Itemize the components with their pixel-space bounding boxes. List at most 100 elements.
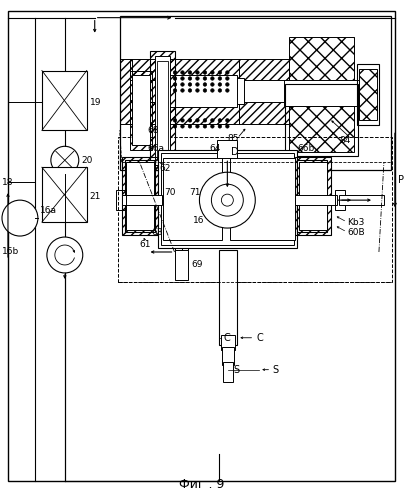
- Circle shape: [196, 124, 199, 128]
- Bar: [162, 158, 222, 240]
- Circle shape: [225, 124, 229, 128]
- Text: 60B: 60B: [347, 228, 365, 236]
- Circle shape: [210, 88, 214, 92]
- Circle shape: [218, 118, 222, 122]
- Bar: [217, 140, 237, 158]
- Bar: [122, 158, 158, 235]
- Circle shape: [200, 172, 255, 228]
- Circle shape: [196, 118, 199, 122]
- Circle shape: [188, 118, 192, 122]
- Bar: [155, 56, 170, 165]
- Bar: [285, 84, 358, 156]
- Bar: [149, 50, 175, 170]
- Circle shape: [188, 82, 192, 86]
- Bar: [158, 150, 297, 248]
- Bar: [130, 70, 152, 150]
- Circle shape: [173, 70, 177, 74]
- Text: Фиг . 9: Фиг . 9: [179, 478, 224, 492]
- Bar: [116, 190, 126, 210]
- Text: 66a: 66a: [147, 144, 164, 153]
- Circle shape: [173, 76, 177, 80]
- Bar: [42, 167, 87, 222]
- Circle shape: [203, 82, 207, 86]
- Text: 63: 63: [152, 228, 163, 236]
- Text: 16a: 16a: [40, 206, 57, 214]
- Circle shape: [188, 88, 192, 92]
- Circle shape: [188, 70, 192, 74]
- Circle shape: [218, 82, 222, 86]
- Bar: [239, 102, 289, 124]
- Text: 16: 16: [194, 216, 205, 224]
- Text: C: C: [256, 333, 263, 343]
- Circle shape: [203, 118, 207, 122]
- Bar: [155, 78, 244, 104]
- Bar: [175, 170, 183, 250]
- Bar: [130, 80, 138, 100]
- Bar: [175, 250, 189, 280]
- Bar: [295, 195, 337, 205]
- Bar: [160, 154, 294, 245]
- Circle shape: [166, 124, 169, 128]
- Circle shape: [218, 124, 222, 128]
- Bar: [297, 160, 327, 232]
- Circle shape: [203, 76, 207, 80]
- Bar: [118, 138, 392, 282]
- Circle shape: [210, 70, 214, 74]
- Text: 19: 19: [90, 98, 101, 107]
- Text: 85: 85: [227, 134, 239, 143]
- Bar: [299, 162, 327, 230]
- Bar: [126, 162, 154, 230]
- Bar: [284, 80, 359, 106]
- Text: Kb3: Kb3: [347, 218, 364, 226]
- Text: 20: 20: [82, 156, 93, 165]
- Circle shape: [173, 88, 177, 92]
- Circle shape: [211, 184, 243, 216]
- Bar: [125, 160, 155, 232]
- Circle shape: [181, 76, 184, 80]
- Circle shape: [221, 194, 234, 206]
- Circle shape: [166, 70, 169, 74]
- Text: 71: 71: [189, 188, 201, 196]
- Circle shape: [181, 88, 184, 92]
- Text: 68: 68: [147, 126, 159, 135]
- Text: 69: 69: [191, 260, 203, 270]
- Circle shape: [188, 76, 192, 80]
- Bar: [339, 195, 384, 205]
- Circle shape: [196, 82, 199, 86]
- Circle shape: [203, 70, 207, 74]
- Bar: [42, 70, 87, 130]
- Circle shape: [51, 146, 79, 174]
- Circle shape: [225, 82, 229, 86]
- Circle shape: [181, 70, 184, 74]
- Circle shape: [225, 88, 229, 92]
- Bar: [132, 76, 149, 146]
- Circle shape: [181, 82, 184, 86]
- Bar: [157, 60, 168, 160]
- Circle shape: [210, 118, 214, 122]
- Circle shape: [225, 70, 229, 74]
- Circle shape: [203, 124, 207, 128]
- Bar: [289, 36, 354, 82]
- Text: 70: 70: [164, 188, 176, 196]
- Text: D: D: [231, 148, 239, 158]
- Bar: [295, 158, 331, 235]
- Circle shape: [166, 88, 169, 92]
- Text: C: C: [223, 333, 230, 343]
- Bar: [239, 58, 289, 80]
- Text: 18: 18: [2, 178, 13, 186]
- Bar: [120, 16, 391, 170]
- Bar: [130, 80, 239, 102]
- Circle shape: [196, 76, 199, 80]
- Bar: [183, 173, 189, 247]
- Bar: [222, 346, 234, 364]
- Bar: [130, 58, 239, 80]
- Circle shape: [196, 88, 199, 92]
- Bar: [120, 58, 132, 124]
- Circle shape: [210, 82, 214, 86]
- Circle shape: [210, 124, 214, 128]
- Bar: [162, 76, 237, 108]
- Circle shape: [225, 118, 229, 122]
- Bar: [230, 158, 295, 240]
- Bar: [130, 102, 239, 124]
- Circle shape: [166, 76, 169, 80]
